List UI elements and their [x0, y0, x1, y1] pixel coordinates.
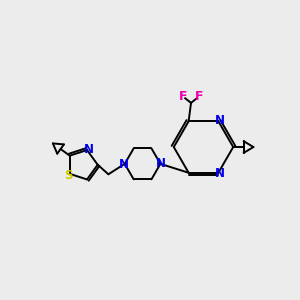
Text: F: F [178, 90, 187, 103]
Text: N: N [119, 158, 129, 171]
Text: N: N [83, 143, 94, 156]
Text: N: N [215, 167, 225, 180]
Text: N: N [215, 114, 225, 127]
Text: N: N [156, 157, 166, 170]
Text: F: F [195, 90, 204, 103]
Text: S: S [64, 169, 73, 182]
